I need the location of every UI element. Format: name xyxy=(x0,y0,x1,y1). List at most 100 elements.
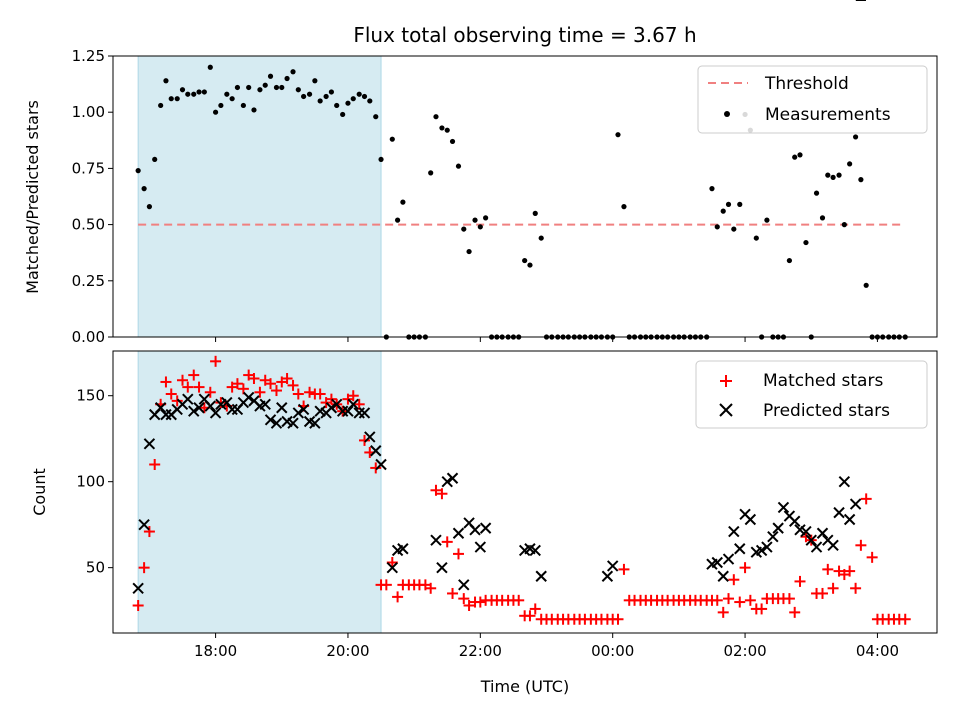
top-y-axis: 0.00 0.25 0.50 0.75 1.00 1.25 xyxy=(72,47,113,346)
matched-star-point xyxy=(314,388,326,400)
measurement-point xyxy=(251,107,257,113)
measurement-point xyxy=(813,190,820,196)
predicted-star-point xyxy=(209,407,222,419)
matched-star-point xyxy=(452,548,464,560)
matched-star-point xyxy=(441,536,453,548)
measurement-point xyxy=(246,84,252,91)
measurements-series xyxy=(135,64,908,340)
predicted-star-point xyxy=(347,398,359,411)
measurement-point xyxy=(185,91,191,97)
matched-star-point xyxy=(711,594,723,606)
matched-star-point xyxy=(717,606,729,618)
predicted-star-point xyxy=(843,513,856,526)
predicted-star-point xyxy=(529,544,541,557)
measurement-point xyxy=(174,96,180,102)
matched-star-point xyxy=(513,594,525,606)
predicted-star-point xyxy=(297,403,310,416)
predicted-star-point xyxy=(430,534,442,546)
matched-star-point xyxy=(783,593,795,605)
measurement-point xyxy=(522,257,528,264)
measurement-point xyxy=(312,78,318,84)
matched-star-point xyxy=(430,484,442,496)
matched-star-point xyxy=(529,603,541,615)
measurement-point xyxy=(191,91,197,97)
measurement-point xyxy=(615,132,621,138)
measurement-point xyxy=(852,134,859,140)
measurement-point xyxy=(731,226,737,232)
predicted-star-point xyxy=(436,561,448,574)
measurement-point xyxy=(532,210,538,216)
measurement-point xyxy=(455,163,462,169)
measurement-point xyxy=(168,96,174,102)
matched-star-point xyxy=(193,381,205,393)
bottom-legend: Matched stars Predicted stars xyxy=(695,360,928,429)
predicted-star-point xyxy=(452,527,465,539)
measurement-point xyxy=(836,172,842,178)
top-legend: Threshold Measurements xyxy=(697,65,928,134)
top-x-ticks xyxy=(215,337,878,342)
matched-star-point xyxy=(728,574,740,586)
measurement-point xyxy=(201,89,207,95)
predicted-star-point xyxy=(810,541,823,553)
predicted-star-point xyxy=(154,402,167,414)
matched-star-point xyxy=(132,599,144,611)
measurement-point xyxy=(334,102,340,109)
predicted-star-point xyxy=(849,498,862,510)
matched-star-point xyxy=(744,594,756,606)
top-y-axis-label: Matched/Predicted stars xyxy=(23,100,42,294)
top-panel: 0.00 0.25 0.50 0.75 1.00 1.25 Matched/Predict… xyxy=(23,47,938,346)
predicted-star-point xyxy=(270,417,283,429)
bottom-x-tick-label: 18:00 xyxy=(194,642,237,660)
measurement-point xyxy=(786,257,793,264)
matched-star-point xyxy=(160,376,172,388)
matched-star-point xyxy=(855,539,867,551)
measurement-point xyxy=(340,111,346,118)
top-y-tick-label: 1.00 xyxy=(72,103,105,121)
matched-star-point xyxy=(524,610,536,622)
matched-star-point xyxy=(380,579,392,591)
measurement-point xyxy=(196,89,202,95)
bottom-y-axis-label: Count xyxy=(30,468,49,516)
predicted-star-point xyxy=(788,515,801,527)
top-plot-frame xyxy=(112,55,938,338)
measurement-point xyxy=(389,136,395,142)
measurement-point xyxy=(306,91,313,97)
legend-measurements-label: Measurements xyxy=(765,105,891,125)
predicted-star-point xyxy=(606,560,619,572)
measurement-point xyxy=(797,152,803,158)
measurement-point xyxy=(135,168,141,174)
bottom-x-axis-label: Time (UTC) xyxy=(480,677,569,696)
measurement-point xyxy=(163,78,169,84)
matched-star-point xyxy=(171,395,183,407)
predicted-star-point xyxy=(204,400,216,412)
measurement-point xyxy=(290,69,296,75)
matched-star-point xyxy=(789,606,801,618)
measurement-point xyxy=(439,125,445,131)
measurement-point xyxy=(158,102,164,109)
predicted-star-point xyxy=(188,405,200,417)
matched-star-point xyxy=(165,388,177,400)
measurement-point xyxy=(737,201,743,207)
measurement-point xyxy=(825,172,831,178)
predicted-star-point xyxy=(143,438,156,450)
predicted-star-point xyxy=(744,513,757,526)
matched-star-point xyxy=(176,374,188,386)
measurement-point xyxy=(803,239,809,246)
legend-matched-label: Matched stars xyxy=(763,371,883,391)
measurement-point xyxy=(301,93,307,100)
legend-predicted-label: Predicted stars xyxy=(763,401,890,421)
predicted-star-point xyxy=(325,402,338,414)
measurement-point xyxy=(483,215,489,221)
bottom-shaded-span xyxy=(137,350,382,634)
bottom-x-tick-label: 00:00 xyxy=(591,642,634,660)
predicted-star-point xyxy=(722,553,735,565)
measurement-point xyxy=(461,226,467,232)
predicted-star-point xyxy=(728,525,740,538)
matched-star-point xyxy=(359,434,371,446)
predicted-star-point xyxy=(342,405,354,417)
measurement-point xyxy=(400,199,406,205)
measurement-point xyxy=(830,174,836,180)
bottom-y-tick-label: 150 xyxy=(76,387,105,405)
measurement-point xyxy=(295,87,301,93)
